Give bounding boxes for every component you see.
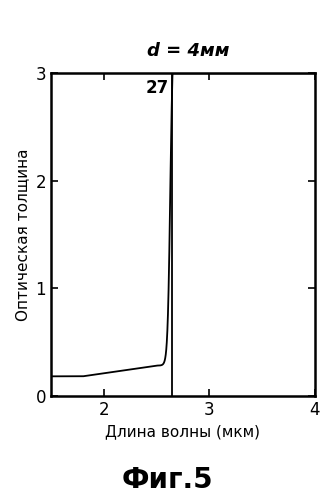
Text: 27: 27 xyxy=(146,79,169,97)
X-axis label: Длина волны (мкм): Длина волны (мкм) xyxy=(106,424,260,439)
Y-axis label: Оптическая толщина: Оптическая толщина xyxy=(15,148,30,321)
Text: Фиг.5: Фиг.5 xyxy=(122,466,213,494)
Text: d = 4мм: d = 4мм xyxy=(147,42,229,60)
